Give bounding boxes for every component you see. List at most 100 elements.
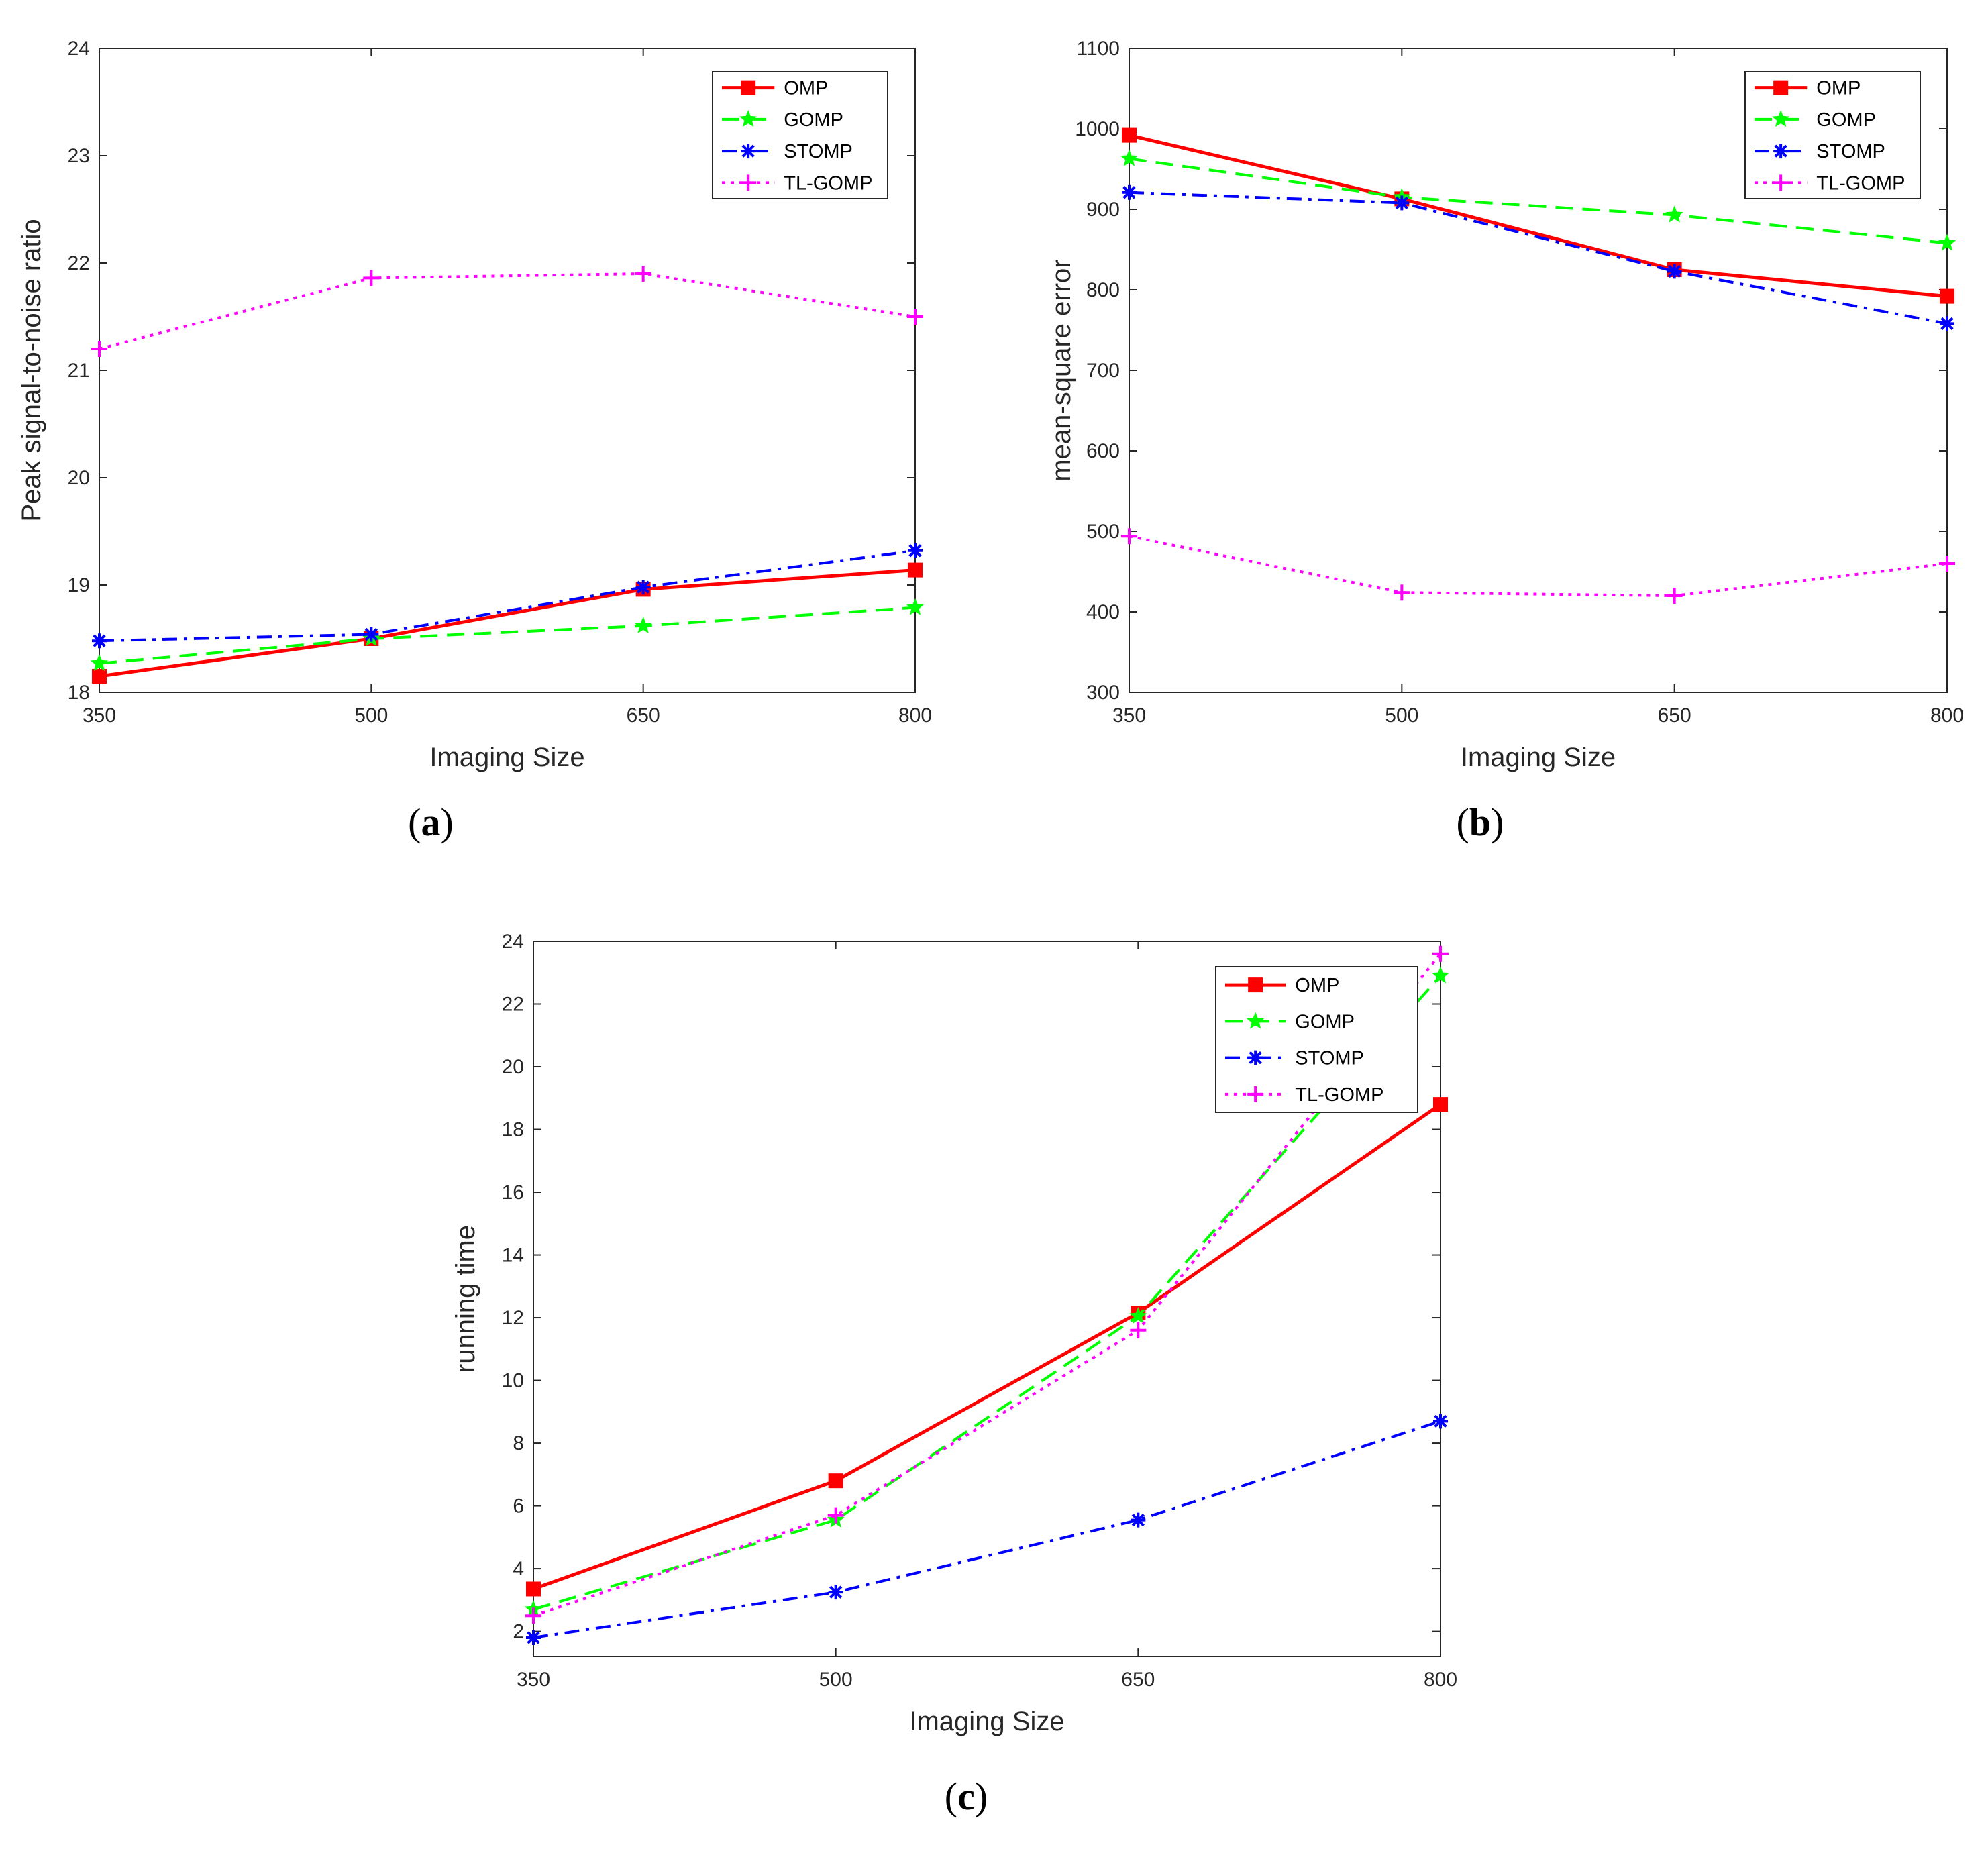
series-tl-gomp <box>1121 528 1955 604</box>
legend-marker-gomp <box>739 110 757 127</box>
data-point-gomp <box>1431 966 1450 984</box>
data-point-stomp <box>1433 1414 1448 1429</box>
panel-caption-letter: c <box>957 1775 975 1818</box>
series-line-tl-gomp <box>99 272 916 350</box>
data-point-omp <box>908 562 923 578</box>
data-point-tl-gomp <box>1121 528 1137 545</box>
legend: OMP GOMP STOMP TL-GOMP <box>1215 966 1418 1113</box>
data-point-stomp <box>1667 264 1682 279</box>
legend-label: TL-GOMP <box>1295 1084 1383 1106</box>
y-tick-label: 21 <box>68 360 90 382</box>
data-point-gomp <box>906 598 925 615</box>
x-tick-label: 800 <box>1930 704 1964 727</box>
y-tick-label: 900 <box>1086 199 1120 221</box>
legend-label: STOMP <box>1816 141 1885 162</box>
data-point-tl-gomp <box>635 266 651 282</box>
series-stomp <box>1122 184 1954 331</box>
series-line-omp <box>533 1103 1442 1591</box>
y-tick-label: 500 <box>1086 521 1120 543</box>
panel-caption: (c) <box>945 1775 988 1818</box>
y-tick-label: 14 <box>502 1245 524 1267</box>
data-point-tl-gomp <box>1394 584 1410 601</box>
y-tick-label: 24 <box>502 931 524 953</box>
x-tick-label: 350 <box>1112 704 1146 727</box>
legend-marker-omp <box>1773 80 1789 95</box>
y-tick-label: 18 <box>68 682 90 704</box>
panel-caption-open: ( <box>945 1775 957 1818</box>
panel-caption: (b) <box>1457 800 1504 844</box>
data-point-gomp <box>634 616 652 633</box>
data-point-stomp <box>1131 1512 1146 1528</box>
series-line-tl-gomp <box>533 953 1442 1618</box>
data-point-gomp <box>90 653 109 671</box>
data-point-stomp <box>828 1585 843 1600</box>
x-axis-label: Imaging Size <box>909 1707 1064 1736</box>
panel-caption: (a) <box>408 800 454 844</box>
data-point-tl-gomp <box>827 1507 844 1524</box>
legend-marker-gomp <box>1247 1012 1265 1029</box>
x-tick-label: 650 <box>627 704 660 727</box>
data-point-gomp <box>1665 205 1683 223</box>
series-line-gomp <box>99 606 916 665</box>
legend-marker-omp <box>1248 977 1263 993</box>
series-line-omp <box>99 568 916 678</box>
data-point-tl-gomp <box>1130 1322 1147 1338</box>
x-tick-label: 350 <box>83 704 116 727</box>
x-tick-label: 650 <box>1121 1669 1155 1691</box>
y-tick-label: 22 <box>502 994 524 1016</box>
panel-caption-open: ( <box>408 800 421 844</box>
y-tick-label: 24 <box>68 38 90 60</box>
data-point-omp <box>1122 127 1137 143</box>
chart-panel-c: 350 500 650 80024681012141618202224Imaging … <box>451 931 1457 1818</box>
x-tick-label: 650 <box>1658 704 1691 727</box>
legend-label: OMP <box>1816 78 1861 99</box>
series-line-omp <box>1129 134 1948 299</box>
legend-marker-stomp <box>741 144 756 159</box>
data-point-stomp <box>1940 316 1954 331</box>
y-tick-label: 2 <box>513 1621 524 1643</box>
y-tick-label: 18 <box>502 1119 524 1141</box>
x-tick-label: 800 <box>1424 1669 1457 1691</box>
legend-marker-omp <box>741 80 756 95</box>
x-tick-label: 500 <box>1385 704 1418 727</box>
legend-marker-tl-gomp <box>1773 174 1789 191</box>
y-tick-label: 4 <box>513 1558 524 1580</box>
y-tick-label: 1100 <box>1076 38 1120 60</box>
panel-caption-letter: b <box>1469 800 1491 844</box>
data-point-omp <box>1433 1097 1448 1112</box>
x-tick-label: 500 <box>354 704 388 727</box>
legend-marker-gomp <box>1772 110 1790 127</box>
data-point-gomp <box>1129 1306 1147 1324</box>
y-tick-label: 600 <box>1086 440 1120 462</box>
series-omp <box>526 1097 1448 1597</box>
data-point-tl-gomp <box>363 270 380 286</box>
legend-label: GOMP <box>1816 109 1876 131</box>
data-point-tl-gomp <box>1432 945 1449 962</box>
legend-label: TL-GOMP <box>1816 172 1905 194</box>
y-tick-label: 8 <box>513 1432 524 1455</box>
y-tick-label: 6 <box>513 1495 524 1518</box>
legend-label: GOMP <box>784 109 843 131</box>
y-tick-label: 12 <box>502 1307 524 1329</box>
y-tick-label: 1000 <box>1075 118 1120 140</box>
data-point-stomp <box>1122 184 1137 200</box>
panel-caption-close: ) <box>441 800 454 844</box>
series-tl-gomp <box>91 266 923 357</box>
legend-label: STOMP <box>784 141 853 162</box>
y-axis-label: Peak signal-to-noise ratio <box>17 219 46 521</box>
legend-marker-tl-gomp <box>1247 1086 1264 1102</box>
data-point-omp <box>92 669 107 684</box>
data-point-stomp <box>1394 195 1410 211</box>
y-tick-label: 800 <box>1086 279 1120 301</box>
y-tick-label: 700 <box>1086 360 1120 382</box>
data-point-gomp <box>1938 233 1956 251</box>
series-line-gomp <box>533 975 1442 1611</box>
y-tick-label: 400 <box>1086 601 1120 623</box>
data-point-stomp <box>92 633 107 649</box>
chart-panel-b: 350 500 650 800 300 400 500 600 700 800 900 1000 110… <box>1047 38 1964 844</box>
legend-label: TL-GOMP <box>784 172 872 194</box>
x-axis-label: Imaging Size <box>429 743 584 772</box>
y-tick-label: 20 <box>68 467 90 489</box>
data-point-tl-gomp <box>907 309 923 325</box>
